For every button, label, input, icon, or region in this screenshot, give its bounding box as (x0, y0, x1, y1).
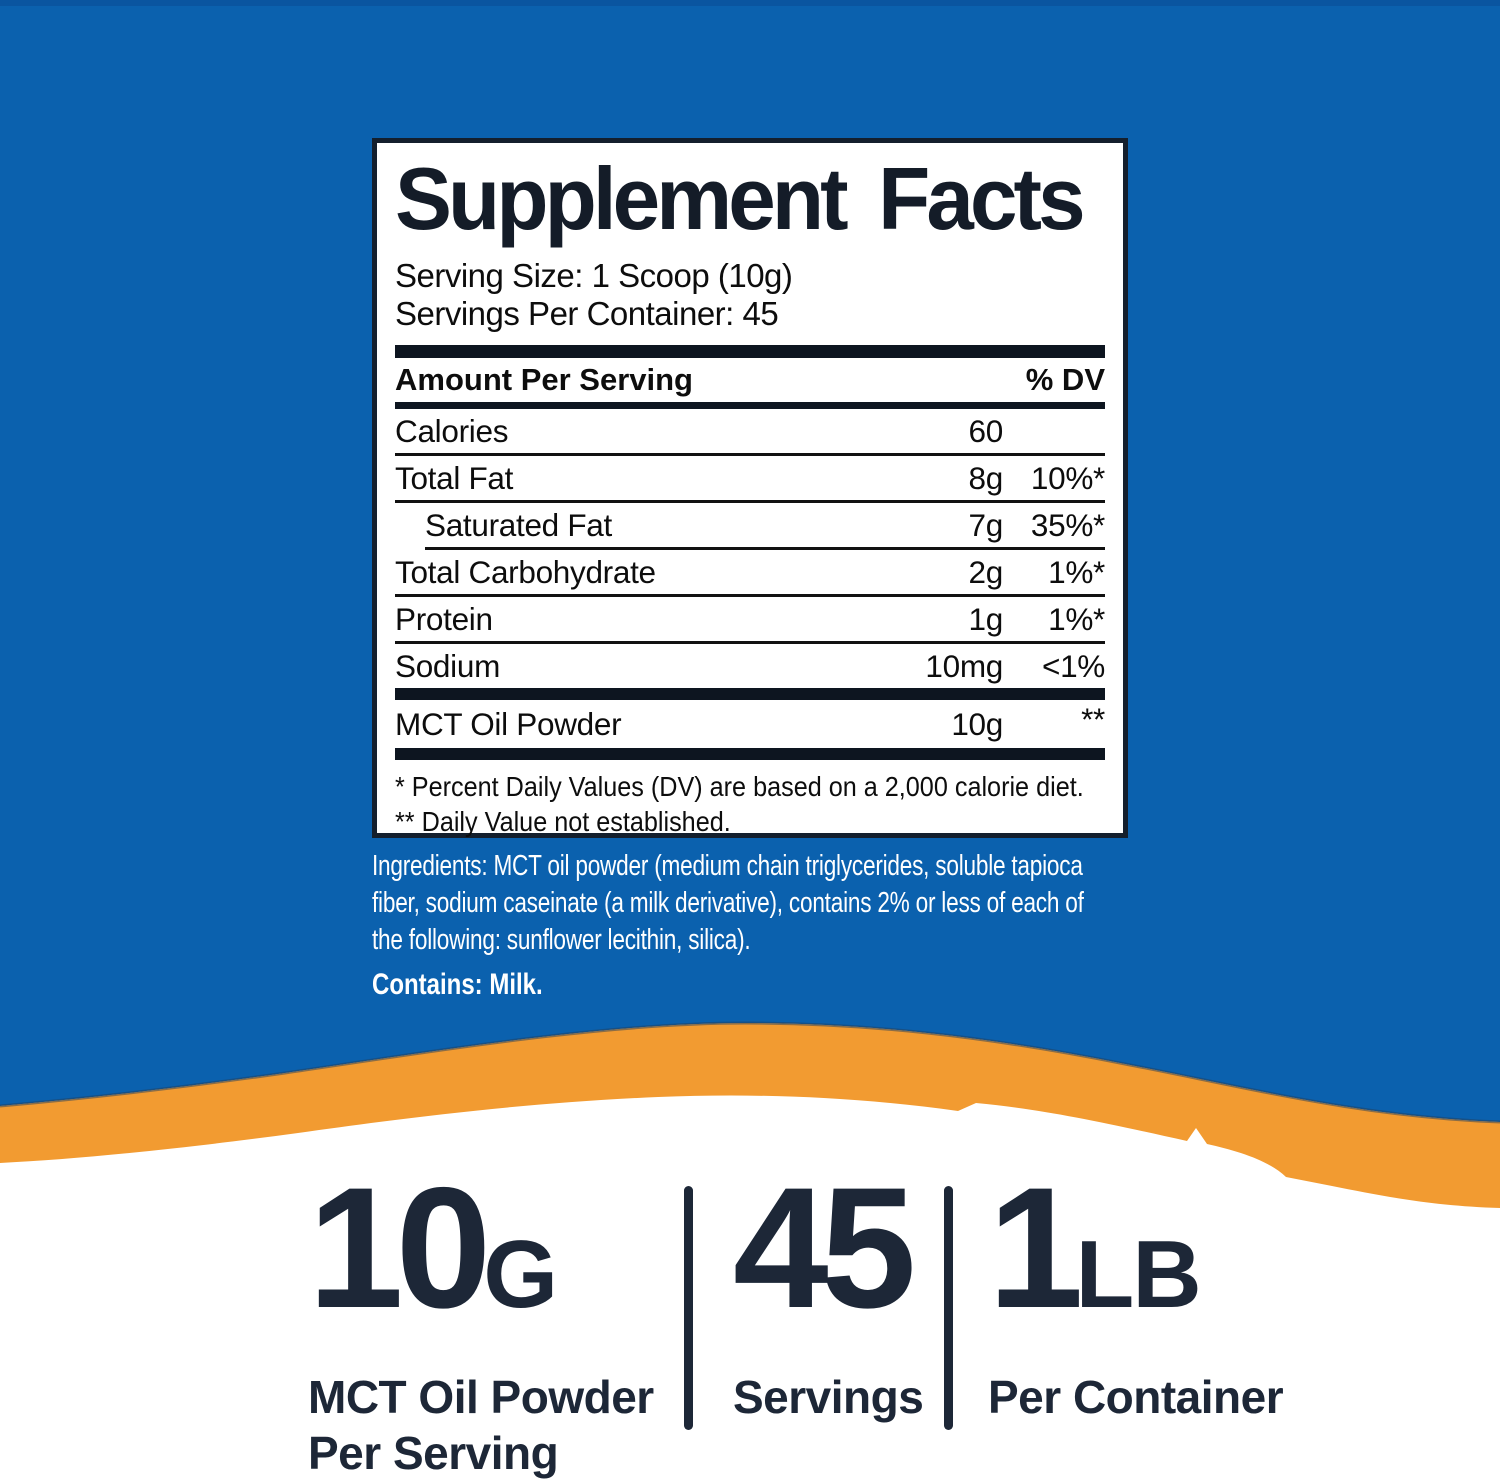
stat-number: 10 (308, 1152, 491, 1344)
stat-label: Servings (733, 1369, 924, 1425)
nutrient-name: Protein (395, 600, 493, 637)
nutrient-amount: 1g (968, 600, 1004, 637)
stat-divider (684, 1186, 693, 1430)
nutrient-dv: <1% (1041, 647, 1105, 684)
ingredients-line: fiber, sodium caseinate (a milk derivati… (372, 887, 1084, 919)
nutrient-amount: 2g (968, 553, 1004, 590)
table-row: Calories 60 (395, 409, 1105, 453)
amount-per-serving-header: Amount Per Serving (395, 362, 693, 397)
table-header-row: Amount Per Serving % DV (395, 358, 1105, 402)
nutrient-name: Total Carbohydrate (395, 553, 656, 590)
table-row: Sodium 10mg <1% (395, 644, 1105, 688)
nutrient-amount: 10g (951, 705, 1003, 742)
table-row: MCT Oil Powder 10g ** (395, 700, 1105, 748)
table-rule (395, 641, 1105, 644)
percent-dv-header: % DV (1025, 362, 1105, 397)
stat-servings: 45 Servings (733, 1162, 924, 1425)
wave-seam-line (0, 1021, 1500, 1124)
nutrient-dv: 1%* (1048, 553, 1105, 590)
servings-per-container-text: Servings Per Container: 45 (395, 295, 779, 332)
ingredients-line: Ingredients: MCT oil powder (medium chai… (372, 850, 1083, 882)
ingredients-block: Ingredients: MCT oil powder (medium chai… (372, 848, 1172, 1002)
table-rule (395, 594, 1105, 597)
nutrient-name: Saturated Fat (425, 506, 612, 543)
stat-label-line: MCT Oil Powder (308, 1371, 654, 1423)
stat-weight-per-container: 1LB Per Container (988, 1162, 1284, 1425)
footnote-line: * Percent Daily Values (DV) are based on… (395, 771, 1084, 802)
stat-label: MCT Oil Powder Per Serving (308, 1369, 654, 1481)
stat-grams-per-serving: 10G MCT Oil Powder Per Serving (308, 1162, 654, 1481)
table-rule (395, 453, 1105, 456)
table-row: Total Fat 8g 10%* (395, 456, 1105, 500)
stat-label-line: Per Serving (308, 1427, 559, 1479)
nutrient-name: MCT Oil Powder (395, 705, 622, 742)
supplement-facts-panel: Supplement Facts Serving Size: 1 Scoop (… (372, 138, 1128, 838)
stat-divider (944, 1186, 953, 1430)
panel-title: Supplement Facts (395, 149, 1086, 248)
nutrient-dv: 35%* (1030, 506, 1105, 543)
stat-value: 1LB (988, 1162, 1283, 1355)
nutrient-dv: 1%* (1048, 600, 1105, 637)
nutrient-name: Calories (395, 412, 509, 449)
nutrient-amount: 7g (968, 506, 1004, 543)
divider-bar-thick (395, 688, 1105, 700)
stat-value: 10G (308, 1162, 654, 1355)
stat-unit: LB (1075, 1221, 1202, 1328)
table-row: Protein 1g 1%* (395, 597, 1105, 641)
serving-size-text: Serving Size: 1 Scoop (10g) (395, 257, 793, 294)
stat-unit: G (483, 1221, 558, 1328)
table-rule-indented (425, 547, 1105, 550)
table-row: Total Carbohydrate 2g 1%* (395, 550, 1105, 594)
ingredients-line: the following: sunflower lecithin, silic… (372, 924, 751, 956)
stat-value: 45 (733, 1162, 923, 1355)
nutrient-amount: 60 (968, 412, 1004, 449)
nutrient-amount: 10mg (925, 647, 1003, 684)
nutrient-dv: ** (1081, 701, 1105, 737)
stat-label-line: Servings (733, 1371, 924, 1423)
nutrient-name: Sodium (395, 647, 501, 684)
top-dark-strip (0, 0, 1500, 6)
divider-bar-thick (395, 345, 1105, 358)
divider-bar-medium (395, 402, 1105, 409)
nutrient-dv: 10%* (1030, 459, 1105, 496)
stat-number: 1 (988, 1152, 1084, 1344)
divider-bar-thick (395, 748, 1105, 760)
contains-milk-text: Contains: Milk. (372, 968, 543, 1001)
orange-brush-stroke (0, 1023, 1500, 1208)
stat-label: Per Container (988, 1369, 1284, 1425)
stat-number: 45 (733, 1152, 916, 1344)
table-rule (395, 500, 1105, 503)
nutrient-amount: 8g (968, 459, 1004, 496)
stat-label-line: Per Container (988, 1371, 1284, 1423)
footnote-line: ** Daily Value not established. (395, 806, 731, 837)
nutrient-name: Total Fat (395, 459, 514, 496)
table-row: Saturated Fat 7g 35%* (395, 503, 1105, 547)
footnotes: * Percent Daily Values (DV) are based on… (395, 769, 1105, 839)
